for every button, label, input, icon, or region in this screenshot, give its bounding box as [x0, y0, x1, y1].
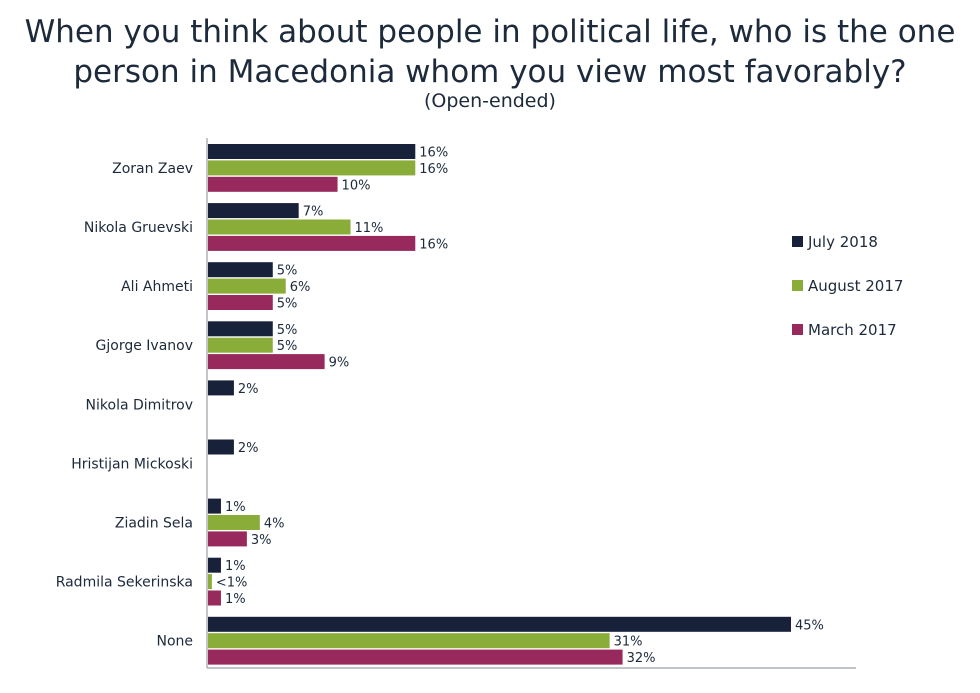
bar-gjorge-ivanov-march-2017 [208, 354, 325, 370]
bar-zoran-zaev-august-2017 [208, 160, 416, 176]
bar-radmila-sekerinska-july-2018 [208, 557, 221, 573]
bar-gjorge-ivanov-august-2017 [208, 337, 273, 353]
data-label-ali-ahmeti-march-2017: 5% [277, 297, 298, 312]
data-label-ziadin-sela-august-2017: 4% [264, 517, 285, 532]
data-label-radmila-sekerinska-march-2017: 1% [225, 592, 246, 607]
chart-title: When you think about people in political… [0, 12, 980, 92]
chart-subtitle: (Open-ended) [424, 90, 556, 112]
data-label-hristijan-mickoski-july-2018: 2% [238, 441, 259, 456]
legend-label-august-2017: August 2017 [808, 277, 903, 295]
bar-ziadin-sela-august-2017 [208, 515, 260, 530]
category-label-gjorge-ivanov: Gjorge Ivanov [96, 338, 193, 354]
chart-title-line-1: When you think about people in political… [24, 14, 956, 50]
data-label-zoran-zaev-july-2018: 16% [419, 146, 448, 161]
legend-swatch-july-2018 [792, 236, 803, 247]
bar-zoran-zaev-july-2018 [208, 144, 416, 159]
data-label-gjorge-ivanov-july-2018: 5% [277, 323, 298, 338]
category-label-nikola-gruevski: Nikola Gruevski [84, 220, 193, 236]
data-label-zoran-zaev-august-2017: 16% [419, 162, 448, 177]
data-label-ziadin-sela-july-2018: 1% [225, 500, 246, 515]
data-label-ziadin-sela-march-2017: 3% [251, 533, 272, 548]
chart-title-line-2: person in Macedonia whom you view most f… [73, 54, 907, 90]
data-label-none-august-2017: 31% [614, 635, 643, 650]
bar-gjorge-ivanov-july-2018 [208, 321, 273, 337]
bar-zoran-zaev-march-2017 [208, 176, 338, 192]
bar-nikola-dimitrov-july-2018 [208, 380, 234, 396]
data-label-zoran-zaev-march-2017: 10% [342, 178, 371, 193]
data-label-none-july-2018: 45% [795, 618, 824, 633]
bar-radmila-sekerinska-march-2017 [208, 590, 221, 606]
category-label-zoran-zaev: Zoran Zaev [112, 161, 193, 177]
category-label-radmila-sekerinska: Radmila Sekerinska [56, 575, 193, 591]
bar-ziadin-sela-july-2018 [208, 498, 221, 514]
bar-nikola-gruevski-march-2017 [208, 235, 416, 251]
data-label-nikola-gruevski-august-2017: 11% [355, 221, 384, 236]
bar-hristijan-mickoski-july-2018 [208, 439, 234, 455]
bar-ziadin-sela-march-2017 [208, 531, 247, 547]
data-label-nikola-dimitrov-july-2018: 2% [238, 382, 259, 397]
category-label-none: None [156, 634, 193, 650]
data-label-gjorge-ivanov-august-2017: 5% [277, 339, 298, 354]
legend-swatch-august-2017 [792, 280, 803, 291]
bar-radmila-sekerinska-august-2017 [208, 574, 212, 590]
bar-ali-ahmeti-august-2017 [208, 278, 286, 294]
legend-label-july-2018: July 2018 [807, 233, 878, 251]
data-label-ali-ahmeti-july-2018: 5% [277, 264, 298, 279]
data-label-gjorge-ivanov-march-2017: 9% [329, 356, 350, 371]
bar-nikola-gruevski-july-2018 [208, 203, 299, 219]
bar-nikola-gruevski-august-2017 [208, 219, 351, 235]
data-label-nikola-gruevski-july-2018: 7% [303, 205, 324, 220]
bar-ali-ahmeti-july-2018 [208, 262, 273, 278]
category-label-hristijan-mickoski: Hristijan Mickoski [71, 456, 193, 472]
bar-none-august-2017 [208, 633, 610, 649]
category-label-ziadin-sela: Ziadin Sela [115, 516, 193, 532]
bar-ali-ahmeti-march-2017 [208, 295, 273, 310]
bar-none-march-2017 [208, 649, 623, 665]
data-label-ali-ahmeti-august-2017: 6% [290, 280, 311, 295]
bar-none-july-2018 [208, 616, 791, 632]
data-label-none-march-2017: 32% [627, 651, 656, 666]
category-label-nikola-dimitrov: Nikola Dimitrov [86, 397, 193, 413]
data-label-radmila-sekerinska-august-2017: <1% [216, 576, 248, 591]
legend-swatch-march-2017 [792, 324, 803, 335]
legend-label-march-2017: March 2017 [808, 321, 897, 339]
data-label-nikola-gruevski-march-2017: 16% [419, 237, 448, 252]
category-label-ali-ahmeti: Ali Ahmeti [121, 279, 193, 295]
data-label-radmila-sekerinska-july-2018: 1% [225, 559, 246, 574]
